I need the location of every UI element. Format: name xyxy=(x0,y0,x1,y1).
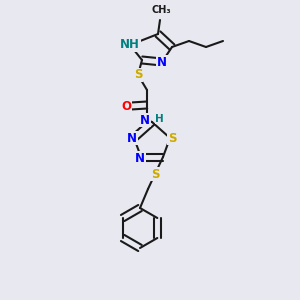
Text: N: N xyxy=(127,131,137,145)
Text: N: N xyxy=(135,152,145,164)
Text: CH₃: CH₃ xyxy=(151,5,171,15)
Text: NH: NH xyxy=(120,38,140,52)
Text: S: S xyxy=(168,131,176,145)
Text: N: N xyxy=(140,113,150,127)
Text: S: S xyxy=(134,68,142,82)
Text: S: S xyxy=(151,167,159,181)
Text: O: O xyxy=(121,100,131,112)
Text: H: H xyxy=(155,114,164,124)
Text: N: N xyxy=(157,56,167,68)
